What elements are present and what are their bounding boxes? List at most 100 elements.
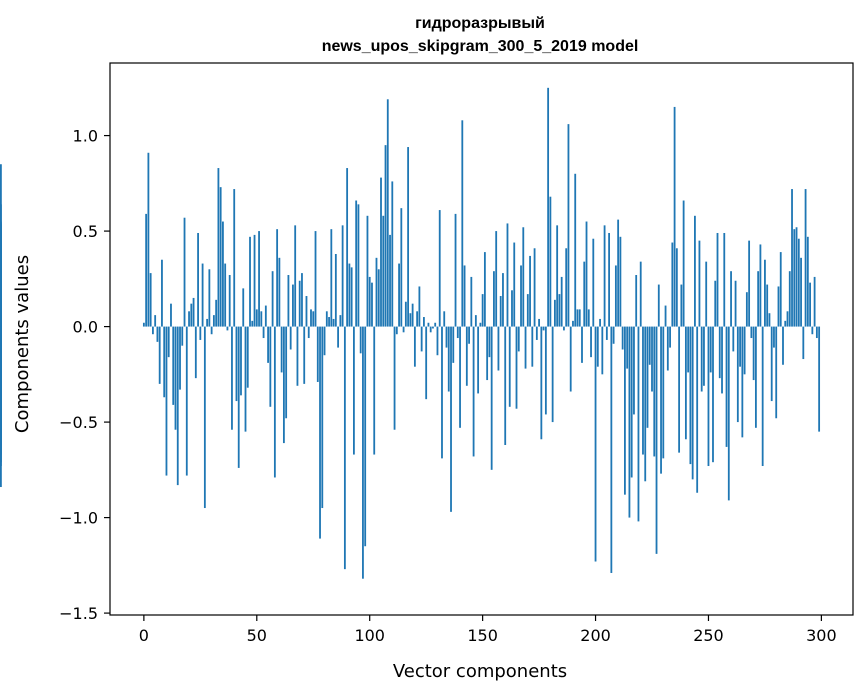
bar-87 bbox=[339, 315, 342, 327]
bar-86 bbox=[337, 326, 339, 348]
bar-22 bbox=[192, 297, 195, 327]
bar-83 bbox=[330, 229, 333, 327]
bar-110 bbox=[391, 181, 394, 327]
bar-267 bbox=[745, 292, 748, 327]
bar-14 bbox=[174, 326, 177, 430]
bar-200 bbox=[594, 326, 597, 562]
bar-277 bbox=[768, 313, 771, 327]
bar-3 bbox=[149, 273, 152, 327]
bar-68 bbox=[296, 326, 299, 386]
bar-213 bbox=[624, 326, 626, 495]
bar-214 bbox=[626, 326, 629, 369]
bar-6 bbox=[156, 326, 159, 342]
bar-15 bbox=[176, 326, 179, 486]
bar-42 bbox=[237, 326, 240, 468]
bar-248 bbox=[703, 326, 705, 386]
bar-194 bbox=[581, 326, 583, 363]
bar-undefined bbox=[0, 326, 2, 488]
bar-96 bbox=[359, 326, 362, 354]
bar-281 bbox=[777, 286, 780, 327]
bar-80 bbox=[323, 326, 326, 356]
bar-266 bbox=[743, 326, 746, 375]
bar-40 bbox=[233, 189, 236, 327]
y-tick-label: 0.0 bbox=[73, 318, 98, 337]
bar-7 bbox=[158, 326, 161, 384]
bar-218 bbox=[635, 275, 638, 327]
bar-175 bbox=[538, 318, 540, 327]
bar-193 bbox=[578, 309, 581, 327]
bar-112 bbox=[395, 326, 398, 335]
y-axis-label: Components values bbox=[12, 255, 33, 433]
bar-295 bbox=[809, 282, 811, 327]
bar-124 bbox=[423, 317, 425, 327]
bar-92 bbox=[350, 267, 353, 327]
bar-115 bbox=[402, 326, 405, 333]
bar-138 bbox=[454, 213, 457, 327]
bar-93 bbox=[353, 326, 355, 455]
x-tick-label: 0 bbox=[139, 626, 149, 645]
bar-279 bbox=[773, 326, 775, 348]
bar-182 bbox=[553, 299, 556, 327]
bar-41 bbox=[235, 326, 238, 402]
bar-123 bbox=[420, 326, 423, 352]
bar-77 bbox=[316, 326, 319, 382]
bar-120 bbox=[413, 326, 416, 367]
bar-259 bbox=[727, 326, 730, 501]
bar-43 bbox=[240, 326, 242, 396]
bar-89 bbox=[343, 326, 346, 570]
bar-101 bbox=[371, 282, 373, 327]
bar-65 bbox=[289, 326, 292, 350]
bar-45 bbox=[244, 326, 247, 432]
bar-289 bbox=[795, 227, 798, 327]
bar-103 bbox=[375, 257, 378, 327]
bar-237 bbox=[678, 326, 681, 453]
bar-221 bbox=[642, 326, 644, 455]
bar-127 bbox=[429, 326, 432, 333]
bar-201 bbox=[596, 326, 599, 367]
bar-111 bbox=[393, 326, 396, 430]
bar-134 bbox=[445, 326, 448, 348]
bar-132 bbox=[441, 326, 443, 459]
bar-228 bbox=[657, 284, 660, 327]
bar-18 bbox=[183, 217, 186, 327]
bar-173 bbox=[533, 248, 536, 327]
bar-227 bbox=[655, 326, 658, 554]
bar-70 bbox=[301, 273, 303, 327]
bar-38 bbox=[228, 275, 231, 327]
bar-157 bbox=[497, 326, 500, 371]
bar-139 bbox=[456, 326, 459, 339]
bar-51 bbox=[258, 231, 260, 327]
bar-128 bbox=[432, 326, 434, 329]
bar-73 bbox=[307, 326, 310, 339]
bar-269 bbox=[750, 326, 753, 339]
x-tick-label: 100 bbox=[354, 626, 385, 645]
x-tick-label: 300 bbox=[806, 626, 837, 645]
bar-44 bbox=[242, 288, 245, 327]
bar-97 bbox=[362, 326, 364, 579]
bar-82 bbox=[328, 317, 330, 327]
bar-183 bbox=[556, 225, 559, 327]
bar-273 bbox=[759, 244, 762, 327]
bar-10 bbox=[165, 326, 168, 476]
bar-5 bbox=[154, 315, 157, 327]
bar-140 bbox=[459, 326, 461, 428]
bar-36 bbox=[224, 263, 227, 327]
bar-165 bbox=[515, 326, 518, 409]
bar-240 bbox=[684, 326, 687, 440]
bar-187 bbox=[565, 248, 568, 327]
bar-224 bbox=[648, 326, 651, 365]
bar-145 bbox=[470, 276, 473, 327]
bar-78 bbox=[319, 326, 321, 539]
bar-230 bbox=[662, 326, 665, 459]
bar-8 bbox=[161, 259, 163, 327]
bar-294 bbox=[806, 236, 809, 327]
bar-291 bbox=[800, 257, 802, 327]
bar-162 bbox=[508, 326, 511, 407]
bar-122 bbox=[418, 286, 421, 327]
bar-67 bbox=[294, 225, 297, 327]
bar-276 bbox=[766, 284, 769, 327]
bar-117 bbox=[407, 147, 410, 327]
bar-255 bbox=[718, 326, 721, 379]
bar-239 bbox=[682, 200, 685, 327]
bar-0 bbox=[142, 322, 145, 327]
